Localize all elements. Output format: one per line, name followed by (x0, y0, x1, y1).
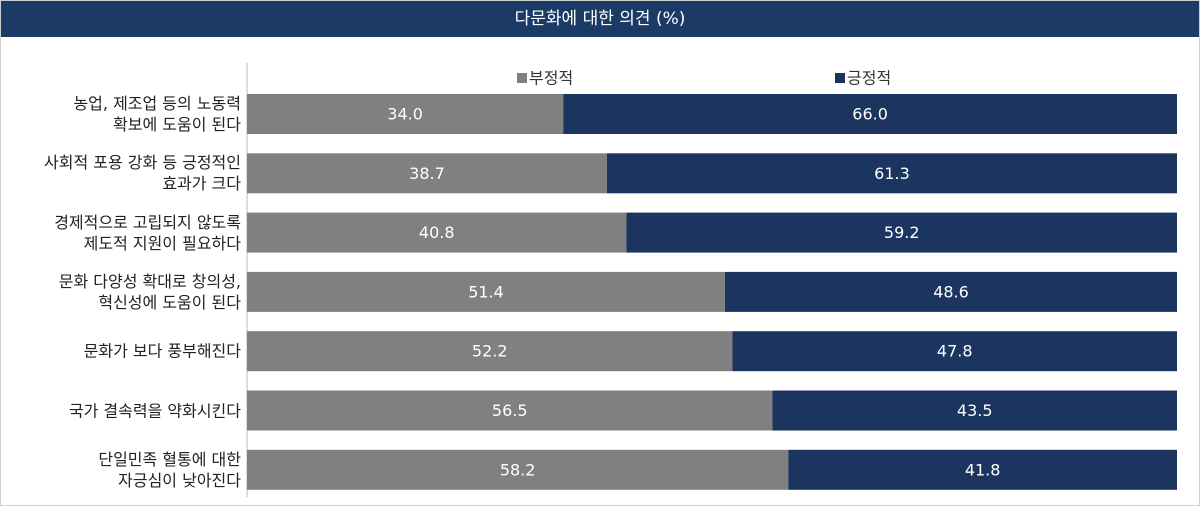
category-label: 국가 결속력을 약화시킨다 (68, 401, 241, 420)
bar-segment (247, 331, 733, 372)
value-label: 66.0 (852, 105, 888, 124)
value-label: 38.7 (409, 164, 445, 183)
chart-title: 다문화에 대한 의견 (%) (1, 1, 1199, 37)
bar-segment (563, 94, 1177, 134)
bar-segment (732, 331, 1177, 372)
value-label: 51.4 (468, 282, 504, 301)
value-label: 43.5 (957, 401, 993, 420)
category-label: 문화 다양성 확대로 창의성, 혁신성에 도움이 된다 (58, 271, 241, 312)
value-label: 61.3 (874, 164, 910, 183)
legend-swatch (835, 73, 845, 83)
legend-swatch (517, 73, 527, 83)
legend-label: 부정적 (529, 69, 573, 88)
bar-segment (247, 271, 726, 312)
value-label: 40.8 (419, 223, 455, 242)
bar-segment (772, 390, 1177, 431)
value-label: 34.0 (387, 105, 423, 124)
bar-segment (247, 449, 789, 490)
category-label: 경제적으로 고립되지 않도록 제도적 지원이 필요하다 (54, 212, 241, 253)
value-label: 48.6 (933, 282, 969, 301)
bar-segment (247, 212, 627, 253)
category-label: 문화가 보다 풍부해진다 (83, 341, 241, 361)
category-label: 단일민족 혈통에 대한 자긍심이 낮아진다 (98, 449, 241, 490)
value-label: 52.2 (472, 342, 508, 361)
bar-segment (725, 271, 1177, 312)
value-label: 56.5 (492, 401, 528, 420)
bar-segment (247, 94, 564, 134)
category-label: 사회적 포용 강화 등 긍정적인 효과가 크다 (44, 153, 241, 194)
legend-label: 긍정적 (847, 69, 891, 88)
bar-segment (626, 212, 1177, 253)
value-label: 41.8 (965, 460, 1001, 479)
bar-segment (606, 153, 1177, 194)
bar-segment (788, 449, 1177, 490)
value-label: 58.2 (500, 460, 536, 479)
bar-segment (247, 153, 607, 194)
value-label: 59.2 (884, 223, 920, 242)
category-label: 농업, 제조업 등의 노동력 확보에 도움이 된다 (73, 94, 241, 134)
value-label: 47.8 (937, 342, 973, 361)
bar-segment (247, 390, 773, 431)
